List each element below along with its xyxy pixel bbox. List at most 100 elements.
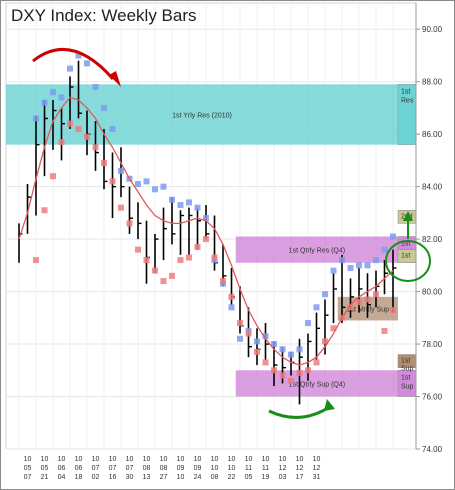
x-tick-label: 09 [177,465,185,472]
zone-band [235,236,398,263]
y-tick-label: 90.00 [422,25,443,34]
annotations [32,47,431,419]
upper-dot [152,186,158,193]
upper-dot [254,338,260,345]
x-tick-label: 10 [296,456,304,463]
lower-dot [288,377,294,384]
x-tick-label: 02 [92,474,100,481]
lower-dot [186,254,192,261]
upper-dot [288,351,294,358]
highlight-circle [385,240,431,282]
lower-dot [101,160,107,167]
zone-side-label: 1st [401,240,410,247]
upper-dot [92,83,99,90]
top-arrow-head [109,71,121,87]
x-tick-label: 10 [126,456,134,463]
upper-dot [203,215,209,222]
zone-band [6,84,398,145]
x-tick-label: 10 [92,456,100,463]
lower-dot [228,293,235,300]
lower-dot [152,267,158,274]
upper-dot [194,204,201,211]
x-tick-label: 10 [24,456,32,463]
lower-dot [50,173,56,180]
lower-dot [109,178,116,185]
upper-dot [41,99,48,106]
upper-dot [50,89,56,96]
lower-dot [169,272,175,279]
zone-label: 1st Qtrly Res (Q4) [289,248,345,255]
lower-dot [41,207,48,214]
x-tick-label: 10 [228,456,236,463]
x-tick-label: 06 [75,465,83,472]
x-axis: 10 05 07 10 05 21 10 06 04 10 06 18 10 07 02 10 07 16 10 07… [24,456,321,481]
upper-dot [177,202,184,209]
lower-dot [330,325,337,332]
lower-dot [373,291,379,298]
lower-dot [296,369,303,376]
zone-side-label: Sup [401,383,414,390]
zone-band [235,370,398,397]
lower-dot [356,299,362,306]
x-tick-label: 10 [211,456,219,463]
upper-dot [364,262,371,269]
lower-dot [118,204,124,211]
x-tick-label: 10 [75,456,83,463]
lower-dot [135,246,141,253]
x-tick-label: 10 [211,465,219,472]
moving-average [18,96,394,366]
lower-dot [390,306,396,313]
x-tick-label: 10 [313,456,321,463]
upper-dot [135,181,141,188]
upper-dot [84,60,90,67]
x-tick-label: 27 [160,474,168,481]
x-tick-label: 11 [245,465,252,472]
upper-dot [33,115,39,122]
x-tick-label: 10 [245,456,253,463]
y-tick-label: 88.00 [422,78,443,87]
lower-dot [67,120,73,127]
ma-line [18,96,394,366]
upper-dot [356,262,362,269]
lower-dot [84,133,90,140]
upper-dot [313,304,320,311]
x-tick-label: 10 [228,465,236,472]
side-box-label: Sup [401,366,414,373]
x-tick-label: 08 [143,465,151,472]
x-tick-label: 19 [262,474,270,481]
x-tick-label: 30 [126,474,134,481]
x-tick-label: 10 [279,456,287,463]
x-tick-label: 18 [75,474,83,481]
x-tick-label: 24 [194,474,202,481]
upper-dot [228,304,235,311]
lower-dot [237,320,243,327]
x-tick-label: 05 [24,465,32,472]
y-tick-label: 84.00 [422,183,443,192]
upper-dot [169,196,175,203]
x-tick-label: 12 [313,465,321,472]
lower-dot [279,372,286,379]
upper-dot [101,104,107,111]
x-tick-label: 16 [109,474,117,481]
upper-dot [237,335,243,342]
lower-dot [254,348,260,355]
upper-dot [381,246,388,253]
x-tick-label: 07 [126,465,134,472]
lower-dot [126,220,133,227]
lower-dot [271,367,277,374]
x-tick-label: 21 [41,474,49,481]
lower-dot [313,359,320,366]
y-tick-label: 86.00 [422,130,443,139]
dots [33,52,396,384]
x-tick-label: 11 [262,465,269,472]
bottom-arrow-head [324,399,335,411]
x-tick-label: 07 [109,465,117,472]
y-tick-label: 82.00 [422,235,443,244]
lower-dot [262,359,269,366]
x-tick-label: 22 [228,474,236,481]
top-arcing-arrow [32,47,115,80]
x-tick-label: 05 [41,465,49,472]
zone-side-label: Res [401,97,414,104]
